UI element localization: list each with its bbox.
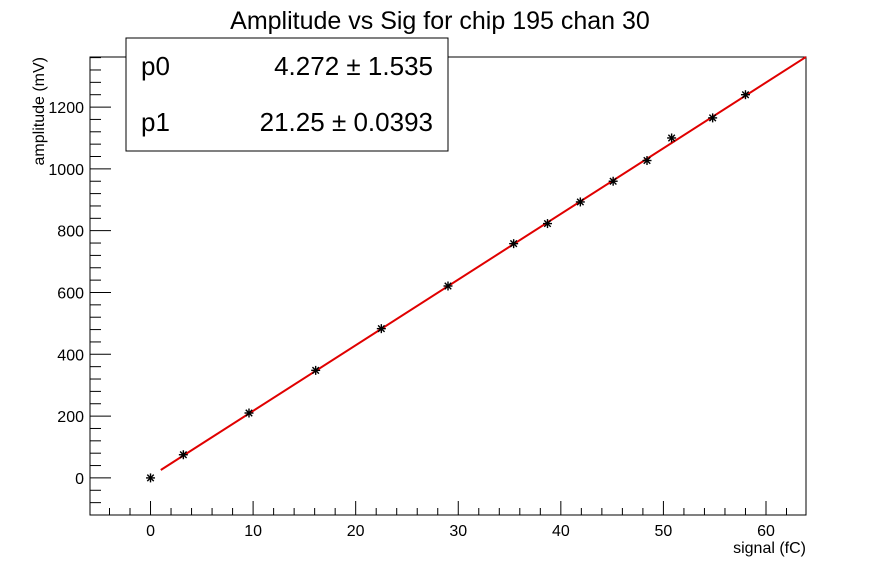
y-tick-label: 600 [57, 285, 84, 302]
data-point [708, 113, 718, 123]
x-axis: 0 10 20 30 40 50 60 [108, 501, 788, 540]
stat-p0-pm: ± [346, 51, 360, 81]
chart-title: Amplitude vs Sig for chip 195 chan 30 [230, 7, 650, 35]
stat-p0-name: p0 [141, 51, 170, 81]
x-axis-label: signal (fC) [733, 540, 806, 557]
stat-p1-value: 21.25 ± 0.0393 [260, 107, 433, 137]
stat-p0-estimate: 4.272 [274, 51, 339, 81]
x-tick-label: 0 [146, 523, 155, 540]
data-point [575, 197, 585, 207]
x-tick-label: 60 [757, 523, 775, 540]
stat-p1-estimate: 21.25 [260, 107, 325, 137]
y-tick-label: 800 [57, 224, 84, 241]
y-tick-label: 400 [57, 347, 84, 364]
data-point [311, 365, 321, 375]
data-point [509, 239, 519, 249]
stats-box-frame [125, 37, 449, 152]
y-axis: 0 200 400 600 800 1000 1200 [48, 57, 111, 516]
data-point [608, 176, 618, 186]
marker-stroke [543, 219, 552, 228]
marker-stroke [509, 239, 518, 248]
stat-p1-name: p1 [141, 107, 170, 137]
marker-stroke [576, 198, 585, 206]
data-point [543, 219, 553, 229]
x-tick-label: 50 [655, 523, 673, 540]
stat-p0-error: 1.535 [368, 51, 433, 81]
x-tick-label: 30 [449, 523, 467, 540]
y-tick-label: 200 [57, 409, 84, 426]
marker-stroke [708, 114, 717, 122]
data-point [178, 450, 188, 460]
marker-stroke [609, 177, 617, 185]
stat-p1-pm: ± [332, 107, 346, 137]
marker-stroke [179, 451, 188, 459]
marker-stroke [643, 156, 651, 165]
y-tick-label: 1000 [48, 162, 84, 179]
data-point [642, 156, 652, 166]
y-tick-label: 1200 [48, 100, 84, 117]
stat-p0-value: 4.272 ± 1.535 [274, 51, 433, 81]
data-point [376, 324, 386, 334]
marker-stroke [311, 366, 320, 375]
data-point [740, 90, 750, 100]
fit-line [160, 56, 807, 471]
marker-stroke [245, 409, 253, 417]
data-point [667, 133, 677, 143]
y-tick-label: 0 [75, 471, 84, 488]
stat-p1-error: 0.0393 [353, 107, 433, 137]
marker-stroke [667, 134, 676, 142]
marker-stroke [444, 282, 452, 290]
fit-layer [160, 56, 807, 471]
data-point [244, 408, 254, 418]
data-points [146, 90, 750, 483]
x-tick-label: 40 [552, 523, 570, 540]
x-tick-label: 10 [244, 523, 262, 540]
data-point [146, 473, 156, 483]
marker-stroke [146, 474, 155, 482]
stats-box: p0 4.272 ± 1.535 p1 21.25 ± 0.0393 [125, 37, 449, 152]
marker-stroke [741, 90, 750, 99]
data-point [443, 281, 453, 291]
marker-stroke [377, 324, 386, 333]
x-tick-label: 20 [347, 523, 365, 540]
y-axis-label: amplitude (mV) [31, 57, 48, 165]
